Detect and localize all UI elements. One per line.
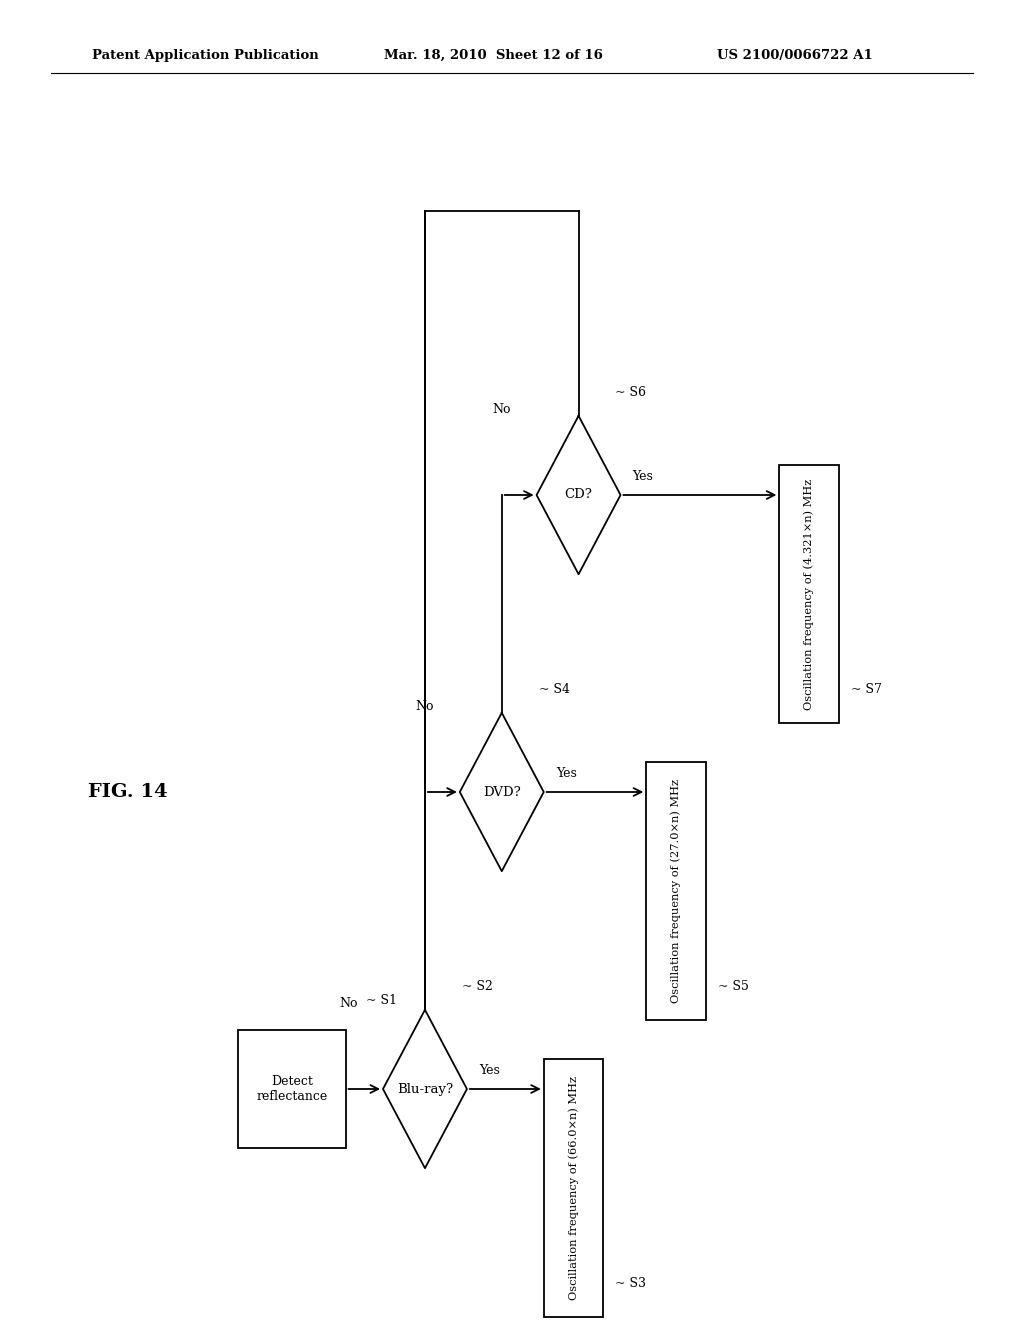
Text: Yes: Yes [633,470,653,483]
Text: ~ S2: ~ S2 [462,979,493,993]
Text: No: No [493,403,511,416]
Bar [238,1030,345,1148]
Text: ~ S1: ~ S1 [367,994,397,1007]
Text: No: No [416,700,434,713]
Text: No: No [339,997,357,1010]
Text: ~ S7: ~ S7 [851,684,882,696]
Text: Oscillation frequency of (4.321×n) MHz: Oscillation frequency of (4.321×n) MHz [804,478,814,710]
Text: Yes: Yes [479,1064,500,1077]
Text: Oscillation frequency of (66.0×n) MHz: Oscillation frequency of (66.0×n) MHz [568,1076,579,1300]
Text: Oscillation frequency of (27.0×n) MHz: Oscillation frequency of (27.0×n) MHz [671,779,681,1003]
Text: Detect
reflectance: Detect reflectance [256,1074,328,1104]
Bar [544,1059,603,1317]
Text: ~ S6: ~ S6 [615,385,646,399]
Text: Yes: Yes [556,767,577,780]
Text: FIG. 14: FIG. 14 [88,783,168,801]
Text: Mar. 18, 2010  Sheet 12 of 16: Mar. 18, 2010 Sheet 12 of 16 [384,49,603,62]
Text: CD?: CD? [564,488,593,502]
Bar [779,465,839,722]
Text: ~ S5: ~ S5 [718,981,749,993]
Bar [646,762,706,1019]
Text: Blu-ray?: Blu-ray? [397,1082,453,1096]
Text: ~ S3: ~ S3 [615,1278,646,1290]
Text: ~ S4: ~ S4 [539,682,569,696]
Text: Patent Application Publication: Patent Application Publication [92,49,318,62]
Text: US 2100/0066722 A1: US 2100/0066722 A1 [717,49,872,62]
Text: DVD?: DVD? [483,785,520,799]
